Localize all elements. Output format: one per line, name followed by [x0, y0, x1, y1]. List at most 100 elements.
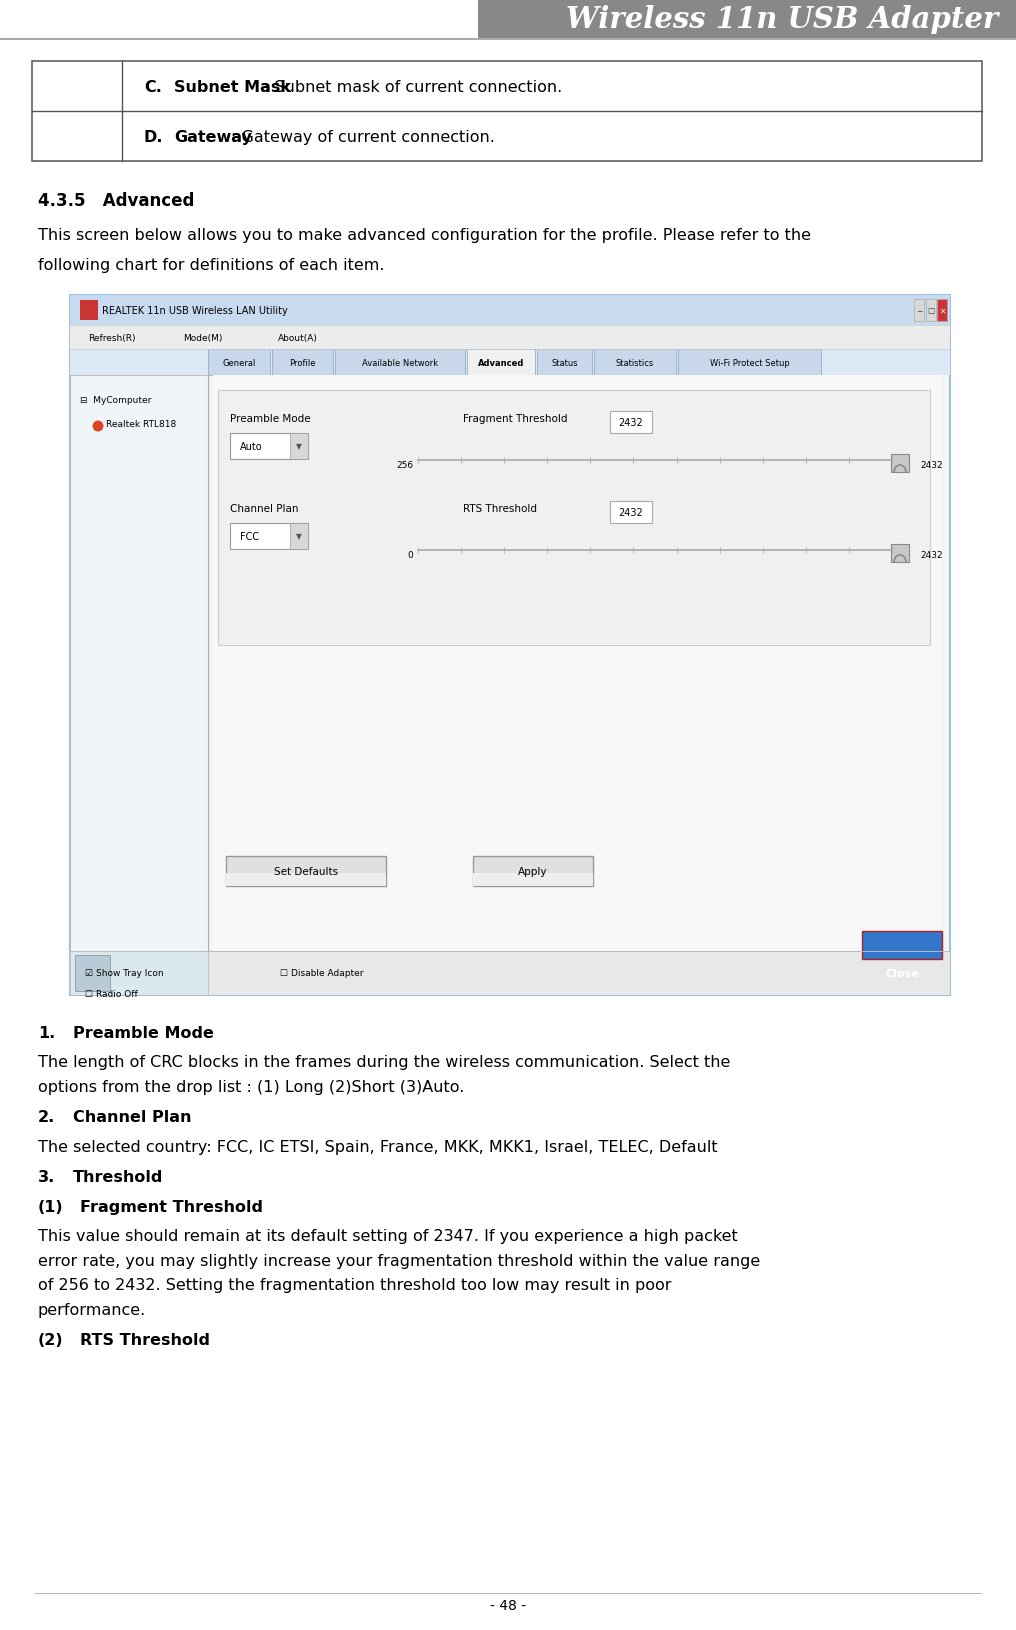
Bar: [473, 874, 593, 887]
Text: 2432: 2432: [619, 507, 643, 518]
Bar: [226, 874, 386, 887]
Text: Available Network: Available Network: [362, 359, 438, 367]
Text: performance.: performance.: [38, 1302, 146, 1317]
Bar: [230, 523, 308, 549]
Text: following chart for definitions of each item.: following chart for definitions of each …: [38, 258, 384, 272]
Bar: [610, 502, 652, 523]
Bar: [213, 377, 942, 952]
Text: Close: Close: [885, 968, 918, 978]
Text: FCC: FCC: [240, 531, 259, 541]
Text: Apply: Apply: [518, 867, 548, 877]
Bar: [70, 295, 950, 326]
Text: ☐ Radio Off: ☐ Radio Off: [85, 989, 138, 998]
Text: This screen below allows you to make advanced configuration for the profile. Ple: This screen below allows you to make adv…: [38, 228, 811, 243]
Text: Channel Plan: Channel Plan: [230, 504, 299, 513]
Text: Profile: Profile: [290, 359, 316, 367]
Bar: [230, 434, 308, 460]
Bar: [914, 300, 924, 321]
Text: REALTEK 11n USB Wireless LAN Utility: REALTEK 11n USB Wireless LAN Utility: [102, 306, 288, 316]
Bar: [537, 350, 592, 377]
Text: 2432: 2432: [619, 417, 643, 427]
Text: error rate, you may slightly increase your fragmentation threshold within the va: error rate, you may slightly increase yo…: [38, 1253, 760, 1268]
Text: Threshold: Threshold: [73, 1170, 164, 1185]
Bar: [70, 952, 208, 996]
Bar: [926, 300, 936, 321]
Text: 2432: 2432: [920, 551, 943, 559]
Text: Mode(M): Mode(M): [183, 333, 223, 342]
Text: ☑ Show Tray Icon: ☑ Show Tray Icon: [85, 968, 164, 978]
Bar: [70, 377, 208, 952]
Text: Advanced: Advanced: [478, 359, 524, 367]
Text: - 48 -: - 48 -: [490, 1597, 526, 1612]
Text: 4.3.5   Advanced: 4.3.5 Advanced: [38, 192, 194, 210]
Bar: [70, 295, 950, 996]
Text: Channel Plan: Channel Plan: [73, 1110, 191, 1125]
Text: This value should remain at its default setting of 2347. If you experience a hig: This value should remain at its default …: [38, 1229, 738, 1244]
Bar: [218, 391, 930, 645]
Text: 1.: 1.: [38, 1025, 55, 1040]
Bar: [80, 302, 98, 321]
Text: Fragment Threshold: Fragment Threshold: [463, 414, 568, 424]
Text: Wireless 11n USB Adapter: Wireless 11n USB Adapter: [566, 5, 998, 34]
Bar: [594, 350, 676, 377]
Text: C.: C.: [144, 80, 162, 95]
Text: Refresh(R): Refresh(R): [88, 333, 135, 342]
Bar: [478, 0, 1016, 41]
Text: Auto: Auto: [240, 442, 262, 452]
Text: RTS Threshold: RTS Threshold: [80, 1333, 210, 1348]
Text: of 256 to 2432. Setting the fragmentation threshold too low may result in poor: of 256 to 2432. Setting the fragmentatio…: [38, 1278, 672, 1293]
Text: ⊟  MyComputer: ⊟ MyComputer: [80, 396, 151, 404]
Text: Statistics: Statistics: [616, 359, 654, 367]
Text: ▼: ▼: [296, 442, 302, 452]
Text: 2.: 2.: [38, 1110, 55, 1125]
Text: Status: Status: [552, 359, 578, 367]
Bar: [75, 955, 110, 991]
Bar: [208, 350, 269, 377]
Text: Gateway: Gateway: [174, 129, 252, 145]
Text: : Gateway of current connection.: : Gateway of current connection.: [232, 129, 495, 145]
Text: Subnet Mask: Subnet Mask: [174, 80, 291, 95]
Bar: [862, 931, 942, 960]
Bar: [473, 856, 593, 887]
Bar: [290, 523, 308, 549]
Text: ─: ─: [916, 306, 922, 315]
Text: 256: 256: [396, 460, 412, 469]
Text: 3.: 3.: [38, 1170, 55, 1185]
Text: Preamble Mode: Preamble Mode: [73, 1025, 214, 1040]
Text: Fragment Threshold: Fragment Threshold: [80, 1200, 263, 1214]
Text: RTS Threshold: RTS Threshold: [463, 504, 537, 513]
Text: : Subnet mask of current connection.: : Subnet mask of current connection.: [264, 80, 563, 95]
Text: ▼: ▼: [296, 531, 302, 541]
Bar: [290, 434, 308, 460]
Circle shape: [92, 421, 104, 432]
Text: Set Defaults: Set Defaults: [274, 867, 338, 877]
Text: D.: D.: [144, 129, 164, 145]
Text: ✕: ✕: [939, 306, 945, 315]
Bar: [226, 856, 386, 887]
Text: About(A): About(A): [278, 333, 318, 342]
Bar: [31, 62, 982, 161]
Text: □: □: [927, 306, 934, 315]
Bar: [335, 350, 464, 377]
Bar: [891, 544, 909, 562]
Text: General: General: [223, 359, 255, 367]
Text: The selected country: FCC, IC ETSI, Spain, France, MKK, MKK1, Israel, TELEC, Def: The selected country: FCC, IC ETSI, Spai…: [38, 1139, 717, 1154]
Text: Wi-Fi Protect Setup: Wi-Fi Protect Setup: [710, 359, 789, 367]
Bar: [70, 350, 950, 377]
Bar: [70, 952, 950, 996]
Bar: [466, 350, 535, 378]
Bar: [70, 326, 950, 350]
Text: ☐ Disable Adapter: ☐ Disable Adapter: [280, 968, 364, 978]
Text: 2432: 2432: [920, 460, 943, 469]
Text: (1): (1): [38, 1200, 64, 1214]
Bar: [937, 300, 947, 321]
Text: options from the drop list : (1) Long (2)Short (3)Auto.: options from the drop list : (1) Long (2…: [38, 1079, 464, 1094]
Text: Preamble Mode: Preamble Mode: [230, 414, 311, 424]
Text: The length of CRC blocks in the frames during the wireless communication. Select: The length of CRC blocks in the frames d…: [38, 1055, 731, 1069]
Text: Realtek RTL818: Realtek RTL818: [106, 421, 176, 429]
Bar: [891, 455, 909, 473]
Bar: [678, 350, 821, 377]
Text: 0: 0: [407, 551, 412, 559]
Text: (2): (2): [38, 1333, 64, 1348]
Bar: [271, 350, 333, 377]
